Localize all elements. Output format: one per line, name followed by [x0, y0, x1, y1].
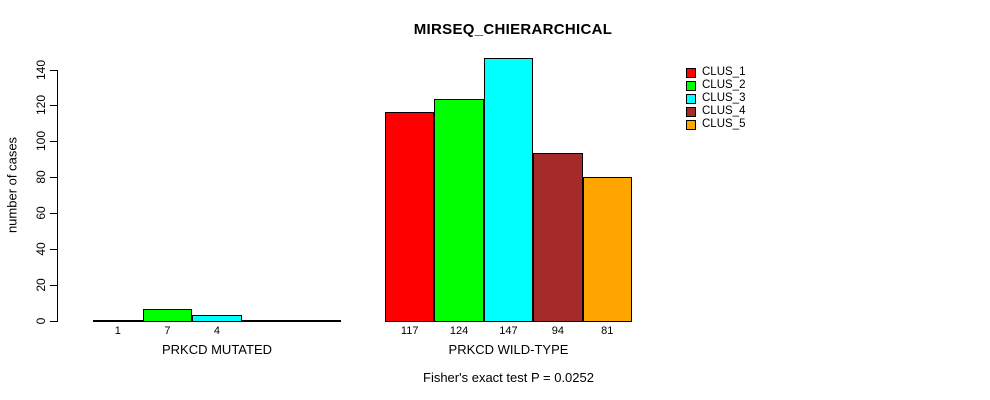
legend-swatch-clus_4	[686, 106, 696, 117]
bar-clus_1	[385, 112, 435, 322]
bar-value-label: 94	[551, 325, 564, 337]
bar-clus_5	[582, 177, 632, 322]
y-tick-label: 100	[34, 130, 48, 152]
bar-value-label: 147	[499, 325, 518, 337]
y-tick-label: 120	[34, 94, 48, 116]
bar-value-label: 1	[114, 325, 121, 337]
y-tick-mark	[50, 321, 57, 322]
y-tick-mark	[50, 285, 57, 286]
bar-clus_2	[142, 309, 193, 322]
bar-clus_3	[483, 58, 534, 322]
y-tick-label: 40	[34, 242, 48, 256]
bar-group-mutated	[93, 57, 341, 322]
bar-clus_1	[93, 320, 143, 322]
legend-swatch-clus_5	[686, 119, 696, 130]
legend-swatch-clus_2	[686, 80, 696, 91]
legend-swatch-clus_1	[686, 67, 696, 78]
legend-label: CLUS_2	[702, 79, 746, 91]
y-tick-label: 0	[34, 317, 48, 325]
y-tick-mark	[50, 213, 57, 214]
legend: CLUS_1 CLUS_2 CLUS_3 CLUS_4 CLUS_5	[686, 66, 745, 131]
stat-annotation: Fisher's exact test P = 0.0252	[423, 370, 594, 385]
y-axis-label: number of cases	[4, 136, 20, 234]
y-tick-mark	[50, 105, 57, 106]
legend-row: CLUS_2	[686, 79, 745, 92]
bar-value-labels-mutated: 1 7 4	[93, 325, 341, 337]
bar-value-label: 7	[164, 325, 171, 337]
y-tick-label: 140	[34, 59, 48, 81]
bar-clus_2	[434, 99, 484, 322]
y-tick-mark	[50, 141, 57, 142]
legend-label: CLUS_3	[702, 92, 746, 104]
bar-clus_4	[533, 153, 583, 322]
y-tick-label: 80	[34, 170, 48, 184]
legend-row: CLUS_4	[686, 105, 745, 118]
y-axis-line	[57, 70, 58, 322]
legend-row: CLUS_1	[686, 66, 745, 79]
bar-clus_5	[291, 320, 341, 322]
legend-label: CLUS_5	[702, 118, 746, 130]
bar-value-label: 81	[601, 325, 614, 337]
bar-value-label: 124	[449, 325, 469, 337]
legend-row: CLUS_5	[686, 118, 745, 131]
bar-value-label	[242, 325, 292, 337]
y-tick-label: 20	[34, 278, 48, 292]
bar-clus_4	[241, 320, 292, 322]
y-tick-mark	[50, 177, 57, 178]
y-tick-mark	[50, 70, 57, 71]
legend-label: CLUS_1	[702, 66, 746, 78]
legend-row: CLUS_3	[686, 92, 745, 105]
legend-label: CLUS_4	[702, 105, 746, 117]
y-tick-label: 60	[34, 206, 48, 220]
x-group-label-wild-type: PRKCD WILD-TYPE	[448, 342, 569, 357]
bar-value-label: 117	[400, 325, 419, 337]
bar-clus_3	[192, 315, 242, 322]
y-tick-mark	[50, 249, 57, 250]
legend-swatch-clus_3	[686, 93, 696, 104]
x-group-label-mutated: PRKCD MUTATED	[161, 342, 273, 357]
bar-value-label: 4	[213, 325, 221, 337]
chart-title: MIRSEQ_CHIERARCHICAL	[413, 21, 613, 38]
bar-group-wild-type	[385, 57, 632, 322]
bar-value-label	[291, 325, 341, 337]
bar-value-labels-wild-type: 117 124 147 94 81	[385, 325, 632, 337]
